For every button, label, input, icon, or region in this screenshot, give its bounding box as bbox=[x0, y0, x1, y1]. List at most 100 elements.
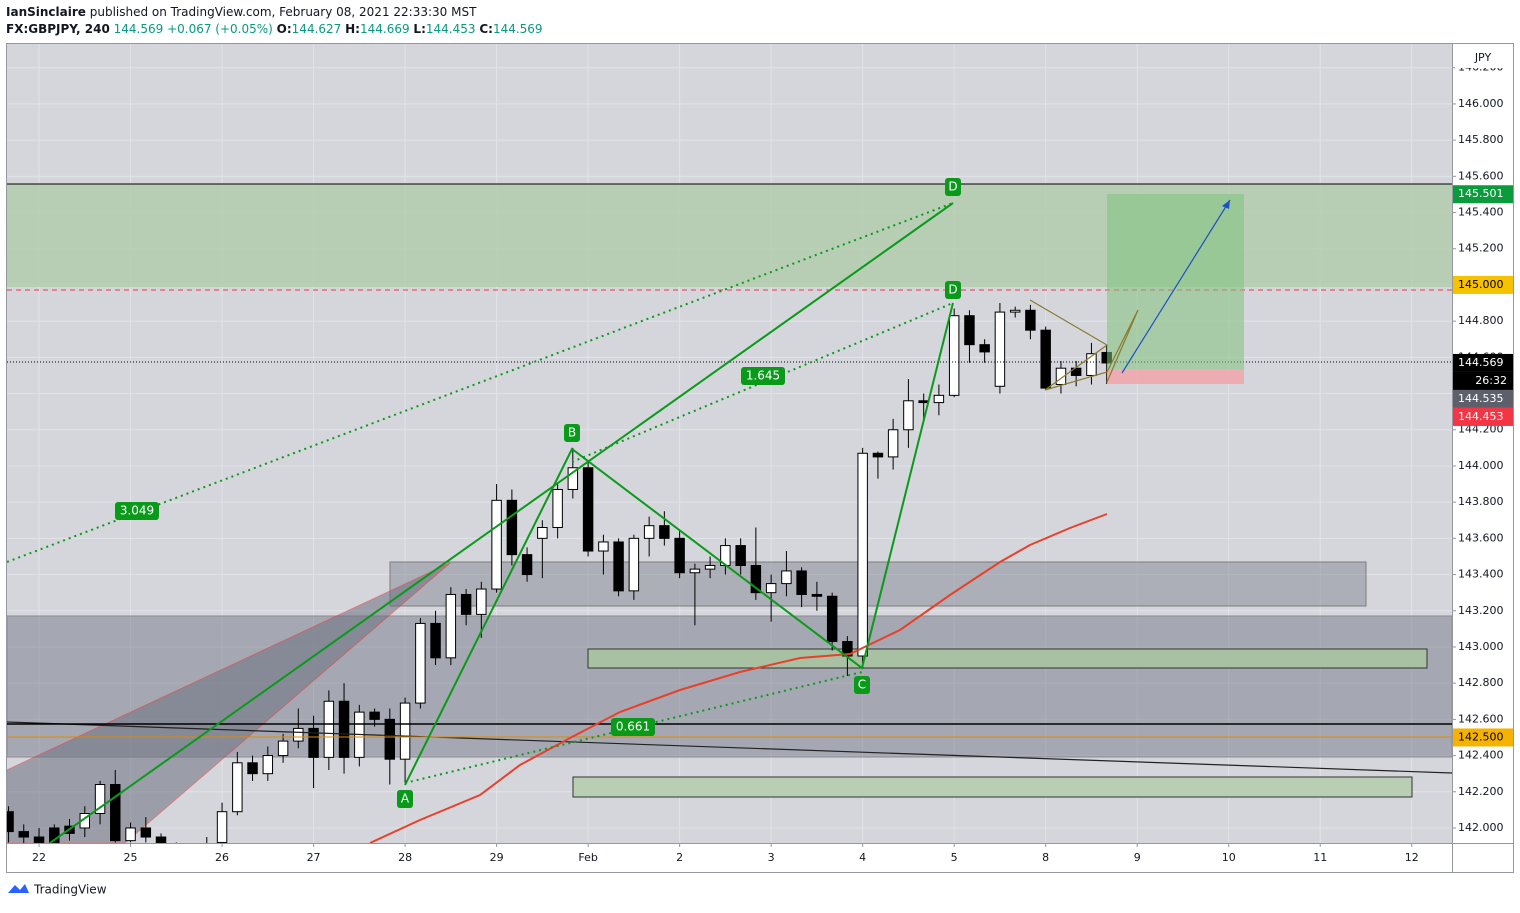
symbol: FX:GBPJPY, 240 bbox=[6, 22, 110, 36]
pattern-leg bbox=[49, 202, 954, 843]
pattern-badge bbox=[564, 424, 580, 442]
candle-body bbox=[1086, 353, 1097, 376]
candle-body bbox=[1055, 367, 1067, 385]
long-stop bbox=[1107, 369, 1244, 384]
candle-body bbox=[18, 831, 29, 838]
x-tick-label: 25 bbox=[124, 851, 138, 864]
y-tick-label: 142.200 bbox=[1458, 785, 1504, 798]
ohlc-value: 144.669 bbox=[360, 22, 410, 36]
candle-body bbox=[110, 784, 121, 842]
symbol-line: FX:GBPJPY, 240 144.569 +0.067 (+0.05%) O… bbox=[6, 22, 543, 36]
candle-body bbox=[826, 595, 838, 643]
candle-body bbox=[476, 588, 487, 615]
candle-body bbox=[582, 467, 594, 552]
y-tick-label: 145.800 bbox=[1458, 133, 1504, 146]
x-tick-label: 22 bbox=[32, 851, 46, 864]
candle-body bbox=[460, 593, 472, 615]
price-badge bbox=[1453, 728, 1513, 747]
pattern-badge bbox=[397, 790, 413, 808]
pattern-ratio bbox=[7, 202, 954, 563]
logo-icon bbox=[8, 884, 29, 893]
ratio-label: 1.645 bbox=[746, 369, 780, 383]
pattern-label: A bbox=[401, 792, 410, 806]
price-badge bbox=[1453, 275, 1513, 294]
author: IanSinclaire bbox=[6, 5, 86, 19]
candle-body bbox=[689, 568, 701, 574]
header-line: IanSinclaire published on TradingView.co… bbox=[6, 5, 477, 19]
candle-body bbox=[948, 315, 960, 396]
candle-body bbox=[277, 740, 289, 757]
candle-body bbox=[323, 700, 335, 758]
candle-body bbox=[994, 311, 1006, 387]
axes: 142.000 142.200 142.400 142.600 142.800 143.0… bbox=[32, 61, 1503, 864]
candle-body bbox=[308, 727, 319, 758]
candle-body bbox=[216, 811, 228, 843]
candle-body bbox=[659, 525, 670, 539]
candle-body bbox=[979, 344, 990, 353]
pattern-label: C bbox=[858, 678, 866, 692]
ohlc-label: L: bbox=[413, 22, 425, 36]
y-tick-label: 143.600 bbox=[1458, 531, 1504, 544]
candle-body bbox=[445, 593, 457, 659]
candle-body bbox=[33, 836, 45, 843]
last: 144.569 bbox=[114, 22, 164, 36]
candle-body bbox=[338, 700, 350, 758]
price-badge-label: 142.500 bbox=[1458, 730, 1504, 743]
candle-body bbox=[399, 702, 411, 760]
pattern-badge bbox=[945, 281, 961, 299]
arrow bbox=[1121, 199, 1231, 374]
candle-body bbox=[521, 554, 533, 576]
candle-body bbox=[918, 400, 929, 404]
candle-body bbox=[1040, 329, 1051, 389]
ohlc-value: 144.627 bbox=[292, 22, 342, 36]
candle-body bbox=[857, 452, 868, 657]
ratio-badge bbox=[611, 718, 655, 736]
x-tick-label: 9 bbox=[1134, 851, 1141, 864]
candle-body bbox=[598, 541, 609, 552]
candle-body bbox=[537, 526, 548, 539]
candle-body bbox=[796, 570, 807, 595]
candle-body bbox=[674, 537, 685, 574]
candle-body bbox=[628, 537, 640, 592]
candle-body bbox=[369, 711, 380, 720]
long-target bbox=[1107, 194, 1244, 369]
countdown-badge bbox=[1453, 371, 1513, 390]
ratio-label: 0.661 bbox=[616, 720, 650, 734]
y-tick-label: 145.400 bbox=[1458, 206, 1504, 219]
price-badge bbox=[1453, 389, 1513, 408]
ohlc-label: O: bbox=[277, 22, 292, 36]
candle-body bbox=[247, 762, 258, 775]
candle-body bbox=[567, 467, 579, 490]
ratio-badge bbox=[115, 502, 159, 520]
x-tick-label: 26 bbox=[215, 851, 229, 864]
candle-body bbox=[964, 315, 975, 346]
x-tick-label: Feb bbox=[578, 851, 597, 864]
candle-body bbox=[232, 762, 243, 813]
candle-body bbox=[94, 784, 106, 814]
candle-body bbox=[7, 811, 14, 833]
price-badge-label: 144.453 bbox=[1458, 410, 1504, 423]
triangle bbox=[1029, 299, 1139, 391]
moving-average bbox=[369, 513, 1108, 843]
y-tick-label: 142.600 bbox=[1458, 712, 1504, 725]
pattern-leg bbox=[404, 302, 954, 786]
x-tick-label: 2 bbox=[676, 851, 683, 864]
pattern-label: B bbox=[568, 426, 576, 440]
candle-body bbox=[384, 718, 396, 760]
candle-body bbox=[506, 499, 518, 556]
pattern-badge bbox=[854, 676, 870, 694]
y-tick-label: 144.000 bbox=[1458, 459, 1504, 472]
candle-body bbox=[1025, 309, 1036, 331]
x-tick-label: 10 bbox=[1222, 851, 1236, 864]
wedge bbox=[7, 562, 451, 843]
price-badge-label: 144.569 bbox=[1458, 356, 1504, 369]
currency-bg bbox=[1455, 50, 1511, 68]
y-tick-label: 144.800 bbox=[1458, 314, 1504, 327]
y-tick-label: 142.800 bbox=[1458, 676, 1504, 689]
ohlc-value: 144.569 bbox=[493, 22, 543, 36]
ohlc-label: H: bbox=[345, 22, 360, 36]
candle-body bbox=[765, 583, 777, 594]
candle-body bbox=[643, 525, 655, 539]
y-tick-label: 143.400 bbox=[1458, 568, 1504, 581]
